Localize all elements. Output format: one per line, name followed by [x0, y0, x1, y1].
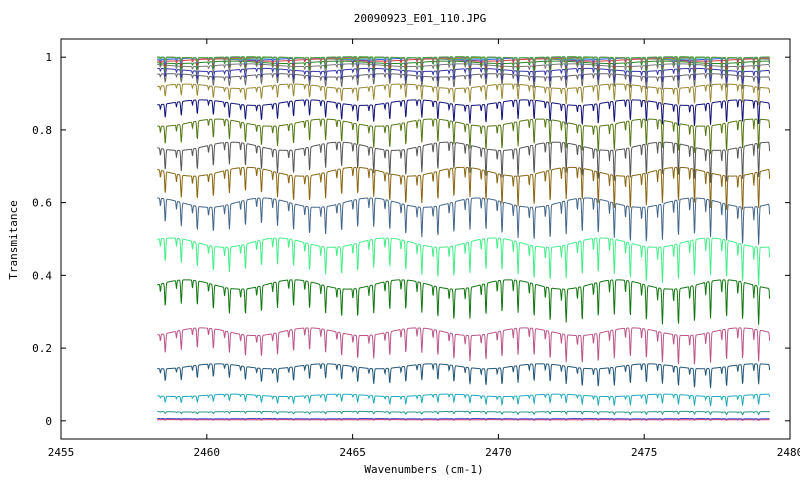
- plot-frame: [60, 38, 791, 440]
- spectrum-series-line: [157, 327, 771, 365]
- x-tick-label: 2470: [485, 446, 512, 459]
- y-tick-label: 0: [45, 415, 52, 428]
- spectrum-series-line: [157, 99, 771, 126]
- spectrum-series-line: [157, 279, 771, 325]
- x-tick-label: 2455: [48, 446, 75, 459]
- spectrum-series-line: [157, 60, 771, 75]
- y-tick-label: 1: [45, 51, 52, 64]
- axis-layer: 2455 2460 2465 2470 2475 2480 0 0.2 0.4 0.6 0.8 1: [32, 39, 800, 459]
- spectrum-series-line: [157, 237, 771, 286]
- x-axis-label: Wavenumbers (cm-1): [364, 463, 483, 476]
- spectrum-series-line: [157, 141, 771, 183]
- y-tick-label: 0.8: [32, 124, 52, 137]
- spectrum-series-line: [157, 56, 771, 67]
- y-axis-label: Transmitance: [7, 200, 20, 279]
- spectrum-series-line: [157, 166, 771, 210]
- spectrum-series-line: [157, 63, 771, 78]
- series-layer: [157, 56, 771, 421]
- spectrum-series-line: [157, 118, 771, 155]
- y-tick-label: 0.2: [32, 342, 52, 355]
- spectrum-series-line: [157, 56, 771, 66]
- x-tick-label: 2465: [339, 446, 366, 459]
- spectrum-series-line: [157, 83, 771, 106]
- x-tick-label: 2475: [631, 446, 658, 459]
- spectrum-series-line: [157, 197, 771, 245]
- y-tick-label: 0.4: [32, 269, 52, 282]
- spectrum-series-line: [157, 410, 770, 416]
- spectrum-series-line: [157, 419, 770, 421]
- spectrum-series-line: [157, 73, 771, 91]
- spectrum-series-line: [157, 67, 771, 84]
- spectrum-series-line: [157, 418, 770, 421]
- spectrum-series-line: [157, 393, 771, 408]
- x-tick-label: 2480: [777, 446, 800, 459]
- y-tick-label: 0.6: [32, 197, 52, 210]
- spectrum-series-line: [157, 56, 771, 64]
- spectrum-series-line: [157, 363, 771, 389]
- x-tick-label: 2460: [194, 446, 221, 459]
- chart-title: 20090923_E01_110.JPG: [354, 12, 486, 25]
